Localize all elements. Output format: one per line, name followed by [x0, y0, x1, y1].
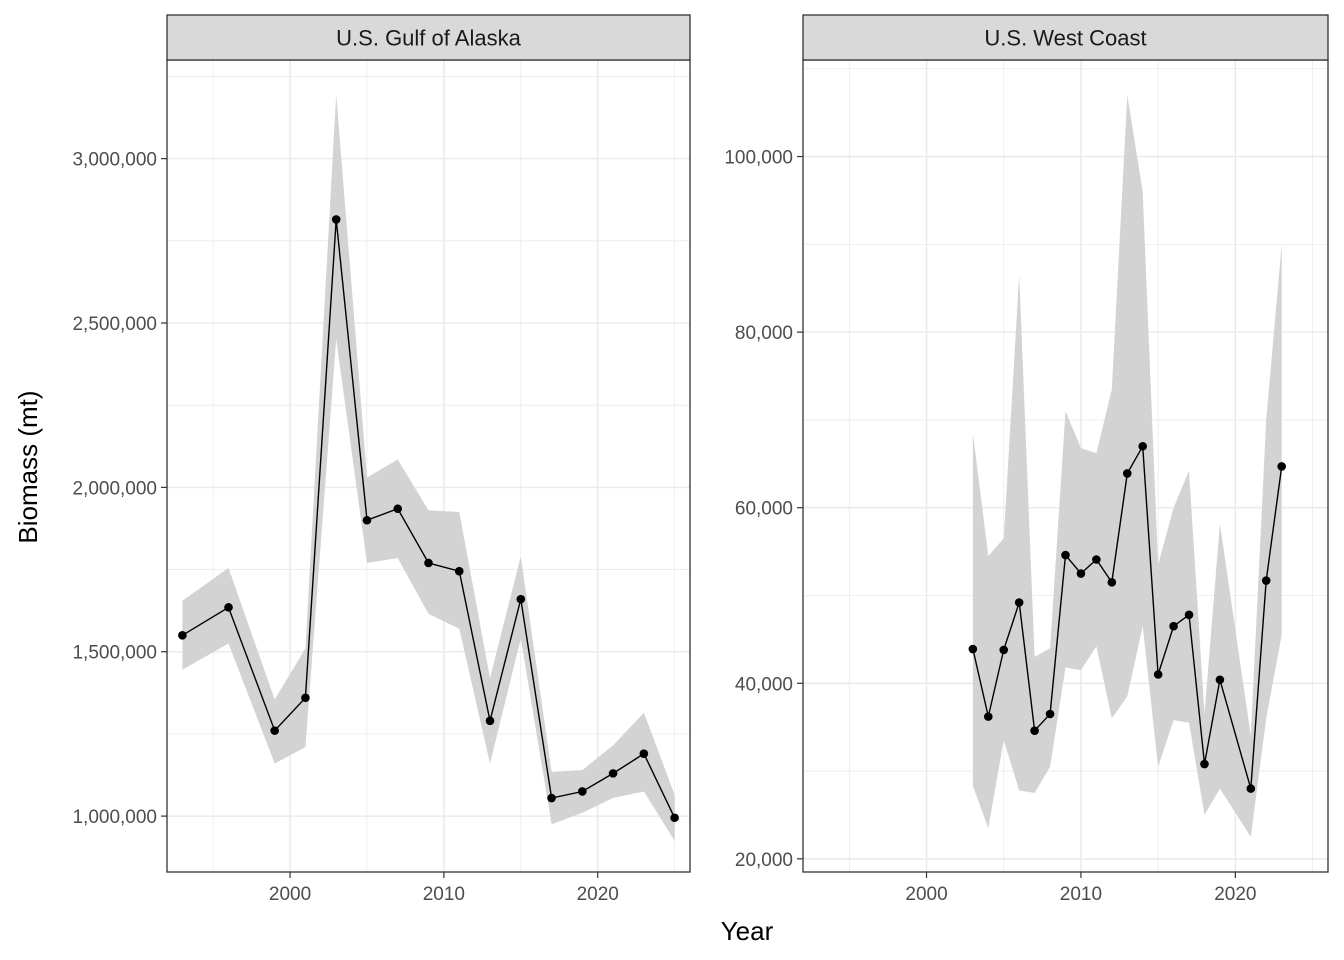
- facet-strip: [802, 14, 1329, 61]
- y-tick-label: 80,000: [735, 323, 793, 344]
- data-point: [224, 603, 233, 612]
- data-point: [1030, 726, 1039, 735]
- y-tick-label: 40,000: [735, 674, 793, 695]
- y-tick-label: 60,000: [735, 499, 793, 520]
- data-point: [516, 594, 526, 604]
- y-tick-label: 1,500,000: [72, 643, 157, 664]
- data-point: [1200, 759, 1209, 769]
- y-tick-label: 1,000,000: [72, 807, 157, 828]
- data-point: [983, 712, 993, 721]
- data-point: [1107, 578, 1117, 587]
- facet-panel-1: U.S. Gulf of Alaska 2000 2010 2020 1,000,000…: [72, 14, 691, 905]
- data-point: [393, 504, 403, 514]
- data-point: [362, 515, 372, 525]
- confidence-ribbon: [182, 94, 675, 841]
- y-tick-label: 100,000: [724, 148, 793, 169]
- y-tick-label: 2,000,000: [72, 478, 157, 499]
- facet-title: U.S. West Coast: [984, 26, 1146, 51]
- facet-strip: [166, 14, 691, 61]
- data-point: [1246, 784, 1256, 793]
- data-point: [1184, 610, 1194, 620]
- data-point: [485, 716, 495, 726]
- facet-panel-2: U.S. West Coast 2000 2010 2020 20,000 40,000 6…: [724, 14, 1329, 905]
- data-point: [968, 644, 978, 654]
- data-point: [331, 215, 341, 224]
- data-point: [608, 769, 618, 778]
- data-point: [1076, 569, 1086, 578]
- x-tick-label: 2010: [1060, 884, 1102, 905]
- confidence-ribbon: [972, 95, 1282, 837]
- data-point: [1153, 670, 1163, 679]
- data-point: [1045, 709, 1055, 719]
- panel-background: [167, 60, 690, 872]
- data-point: [1261, 576, 1271, 585]
- data-point: [1169, 621, 1178, 631]
- data-point: [639, 749, 649, 758]
- data-point: [1061, 550, 1070, 560]
- data-point: [424, 558, 433, 568]
- x-tick-label: 2010: [423, 884, 465, 905]
- data-point: [999, 645, 1009, 655]
- x-tick-label: 2020: [577, 884, 619, 905]
- series-line: [182, 219, 676, 819]
- x-tick-label: 2020: [1214, 884, 1256, 905]
- data-point: [1138, 441, 1148, 451]
- data-point: [1122, 469, 1132, 478]
- y-axis-label: Biomass (mt): [13, 390, 43, 543]
- data-point: [547, 793, 556, 803]
- y-tick-label: 20,000: [735, 850, 793, 871]
- x-tick-label: 2000: [905, 884, 947, 905]
- y-tick-label: 3,000,000: [72, 150, 157, 171]
- facet-title: U.S. Gulf of Alaska: [336, 26, 521, 51]
- series-line: [972, 443, 1283, 789]
- data-point: [1092, 555, 1101, 564]
- data-point: [178, 631, 187, 640]
- data-point: [1014, 598, 1024, 607]
- x-axis-label: Year: [721, 916, 774, 946]
- x-tick-label: 2000: [269, 884, 311, 905]
- data-point: [301, 693, 310, 703]
- data-point: [670, 813, 679, 823]
- y-tick-label: 2,500,000: [72, 314, 157, 335]
- data-point: [1215, 675, 1225, 685]
- data-point: [578, 787, 587, 796]
- data-point: [454, 566, 464, 576]
- data-point: [270, 726, 279, 735]
- data-point: [1277, 462, 1286, 471]
